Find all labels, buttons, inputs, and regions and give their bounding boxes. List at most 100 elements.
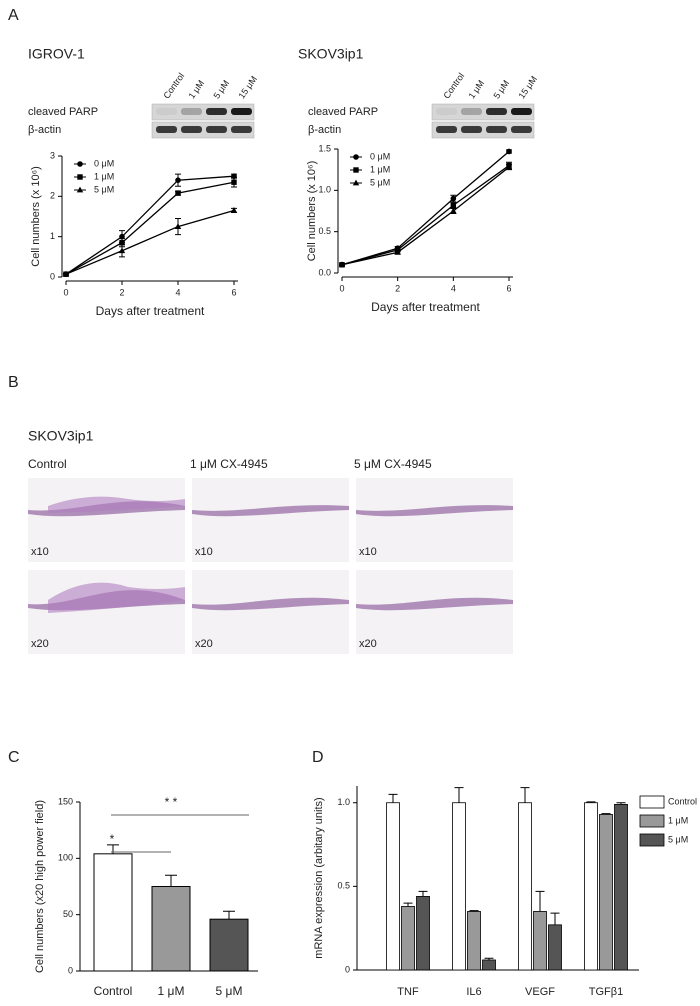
bar xyxy=(533,911,547,971)
bar xyxy=(416,896,430,971)
y-tick-label: 0 xyxy=(68,965,73,975)
bar xyxy=(452,802,466,971)
legend-swatch xyxy=(639,833,665,847)
blot-band xyxy=(181,126,202,133)
x-tick-label: 0 xyxy=(63,287,68,297)
marker xyxy=(450,202,457,208)
legend-marker xyxy=(353,167,359,173)
marker xyxy=(231,179,237,185)
blot-band xyxy=(206,108,227,115)
legend-marker xyxy=(77,161,83,167)
marker xyxy=(394,248,401,255)
y-tick-label: 150 xyxy=(58,796,73,806)
x-tick-label: IL6 xyxy=(466,986,481,998)
x-tick-label: TGFβ1 xyxy=(589,986,623,998)
x-tick-label: TNF xyxy=(397,986,419,998)
x-axis-label: Days after treatment xyxy=(96,304,205,318)
series-line xyxy=(341,150,510,266)
legend-swatch xyxy=(639,814,665,828)
legend-label: 1 μM xyxy=(668,815,688,825)
bar xyxy=(151,886,191,972)
y-tick-label: 1.0 xyxy=(318,185,331,195)
y-tick-label: 1.0 xyxy=(337,797,350,807)
series-line xyxy=(65,175,235,275)
marker xyxy=(62,270,70,277)
legend-marker xyxy=(76,186,84,193)
blot-band xyxy=(436,108,457,115)
blot-band xyxy=(436,126,457,133)
legend-label: 1 μM xyxy=(370,164,390,174)
bar xyxy=(386,802,400,971)
x-tick-label: 0 xyxy=(339,283,344,293)
legend-swatch xyxy=(639,795,665,809)
y-tick-label: 0.0 xyxy=(318,267,331,277)
chart-title: SKOV3ip1 xyxy=(298,46,364,62)
blot-band xyxy=(511,108,532,115)
blot-band xyxy=(156,126,177,133)
marker xyxy=(174,223,182,229)
legend-marker xyxy=(353,154,359,160)
y-tick-label: 3 xyxy=(50,150,55,160)
x-tick-label: 1 μM xyxy=(158,984,185,998)
error-bar xyxy=(388,793,398,803)
magnification-label: x20 xyxy=(195,638,213,650)
error-bar xyxy=(454,787,464,803)
y-tick-label: 0.5 xyxy=(337,881,350,891)
x-tick-label: 4 xyxy=(175,287,180,297)
legend-marker xyxy=(352,179,360,186)
x-tick-label: 5 μM xyxy=(216,984,243,998)
blot-column-label: 5 μM xyxy=(491,78,511,100)
blot-band xyxy=(511,126,532,133)
blot-band xyxy=(486,126,507,133)
blot-column-label: 1 μM xyxy=(186,78,206,100)
histology-column-label: 1 μM CX-4945 xyxy=(190,457,268,471)
panel-label: C xyxy=(8,749,20,766)
tissue xyxy=(192,597,349,611)
blot-band xyxy=(231,126,252,133)
bar xyxy=(548,924,562,971)
blot-band xyxy=(181,108,202,115)
blot-row-label: cleaved PARP xyxy=(28,106,98,118)
blot-strip xyxy=(431,121,535,139)
x-tick-label: 2 xyxy=(395,283,400,293)
y-tick-label: 1 xyxy=(50,231,55,241)
marker xyxy=(119,240,125,246)
marker xyxy=(505,163,513,170)
tissue xyxy=(48,496,185,513)
series-line xyxy=(65,209,235,275)
histology-image xyxy=(192,478,349,562)
legend-label: Control xyxy=(668,796,697,806)
y-axis-label: Cell numbers (x 10⁶) xyxy=(30,166,42,267)
magnification-label: x20 xyxy=(359,638,377,650)
blot-column-label: Control xyxy=(441,71,466,101)
bar xyxy=(614,804,628,971)
x-tick-label: 6 xyxy=(506,283,511,293)
error-bar xyxy=(550,912,560,925)
error-bar xyxy=(403,902,413,907)
x-tick-label: 4 xyxy=(451,283,456,293)
marker xyxy=(450,195,457,202)
blot-strip xyxy=(431,103,535,121)
blot-band xyxy=(206,126,227,133)
error-bar xyxy=(535,890,545,912)
marker xyxy=(230,207,238,213)
bar xyxy=(467,911,481,971)
series-line xyxy=(65,181,235,275)
tissue xyxy=(48,582,185,613)
blot-strip xyxy=(151,103,255,121)
x-tick-label: 6 xyxy=(231,287,236,297)
blot-column-label: 5 μM xyxy=(211,78,231,100)
blot-row-label: cleaved PARP xyxy=(308,106,378,118)
x-tick-label: VEGF xyxy=(525,986,555,998)
chart-title: IGROV-1 xyxy=(28,46,85,62)
blot-column-label: 1 μM xyxy=(466,78,486,100)
blot-column-label: 15 μM xyxy=(516,74,539,100)
marker xyxy=(118,247,126,254)
bar xyxy=(93,853,133,972)
y-axis-label: Cell numbers (x20 high power field) xyxy=(34,800,46,973)
significance-label: * * xyxy=(165,795,178,809)
significance-label: * xyxy=(110,832,115,846)
marker xyxy=(506,148,512,155)
marker xyxy=(338,261,346,268)
blot-band xyxy=(231,108,252,115)
